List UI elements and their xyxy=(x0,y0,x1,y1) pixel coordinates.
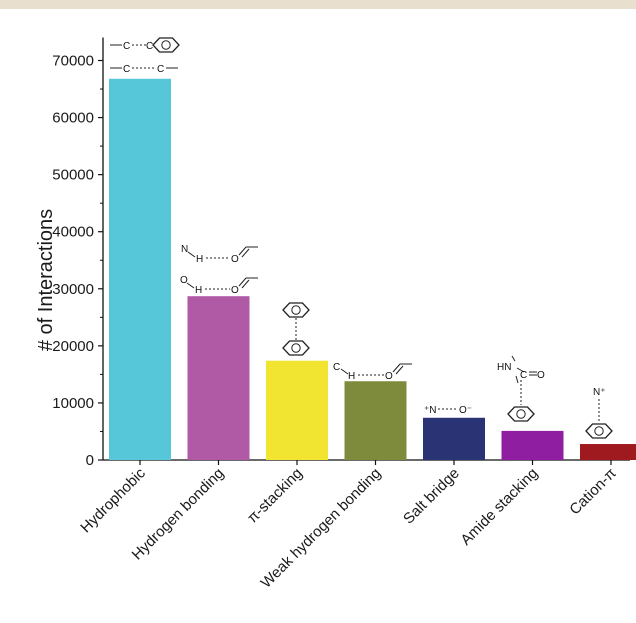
bar xyxy=(266,360,328,460)
x-tick-label: Amide stacking xyxy=(457,465,541,549)
salt-bridge-n-label: ⁺N xyxy=(424,405,437,416)
y-tick-label: 0 xyxy=(86,452,94,469)
bar xyxy=(187,296,250,460)
hb-h-label-1: H xyxy=(196,254,203,265)
y-tick-label: 70000 xyxy=(52,53,94,70)
hb-n-label: N xyxy=(181,244,188,255)
x-tick-label: Hydrophobic xyxy=(77,464,149,536)
y-tick-label: 60000 xyxy=(52,110,94,127)
x-tick-label: Cation-π xyxy=(566,465,620,519)
amide-c-label: C xyxy=(520,370,527,381)
hydrophobic-c-label-4: C xyxy=(157,64,164,75)
bar xyxy=(580,444,636,460)
y-ticks: 0 10000 20000 30000 40000 50000 60000 70000 xyxy=(52,53,103,469)
cation-pi-icon xyxy=(585,399,613,439)
hydrophobic-c-label-1: C xyxy=(123,41,130,52)
bar xyxy=(109,78,171,461)
amide-stacking-icon xyxy=(507,355,537,422)
y-tick-label: 10000 xyxy=(52,395,94,412)
pi-stacking-icon xyxy=(282,302,310,356)
hb-o-label-2: O xyxy=(180,275,188,286)
amide-hn-label: HN xyxy=(497,362,511,373)
hydrogen-bond-icon xyxy=(186,246,258,290)
x-tick-label: Salt bridge xyxy=(400,465,463,528)
salt-bridge-o-label: O⁻ xyxy=(459,405,472,416)
bar xyxy=(423,417,485,460)
hb-o-label-1: O xyxy=(231,254,239,265)
bar xyxy=(501,430,564,460)
cation-pi-n-label: N⁺ xyxy=(593,387,606,398)
y-tick-label: 50000 xyxy=(52,167,94,184)
whb-o-label: O xyxy=(385,371,393,382)
y-tick-label: 20000 xyxy=(52,338,94,355)
hydrophobic-c-label-3: C xyxy=(123,64,130,75)
x-tick-label: π-stacking xyxy=(244,465,306,527)
y-axis-label: # of Interactions xyxy=(35,209,57,351)
whb-h-label: H xyxy=(348,371,355,382)
y-tick-label: 30000 xyxy=(52,281,94,298)
hb-h-label-2: H xyxy=(195,285,202,296)
weak-hydrogen-bond-icon xyxy=(340,363,412,376)
top-border-strip xyxy=(0,0,636,9)
whb-c-label: C xyxy=(333,362,340,373)
hb-o-label-3: O xyxy=(231,285,239,296)
bar xyxy=(344,381,407,460)
y-tick-label: 40000 xyxy=(52,224,94,241)
bars xyxy=(109,78,636,461)
hydrophobic-c-label-2: C xyxy=(146,41,153,52)
hydrophobic-icon xyxy=(110,37,180,69)
amide-o-label: O xyxy=(537,370,545,381)
